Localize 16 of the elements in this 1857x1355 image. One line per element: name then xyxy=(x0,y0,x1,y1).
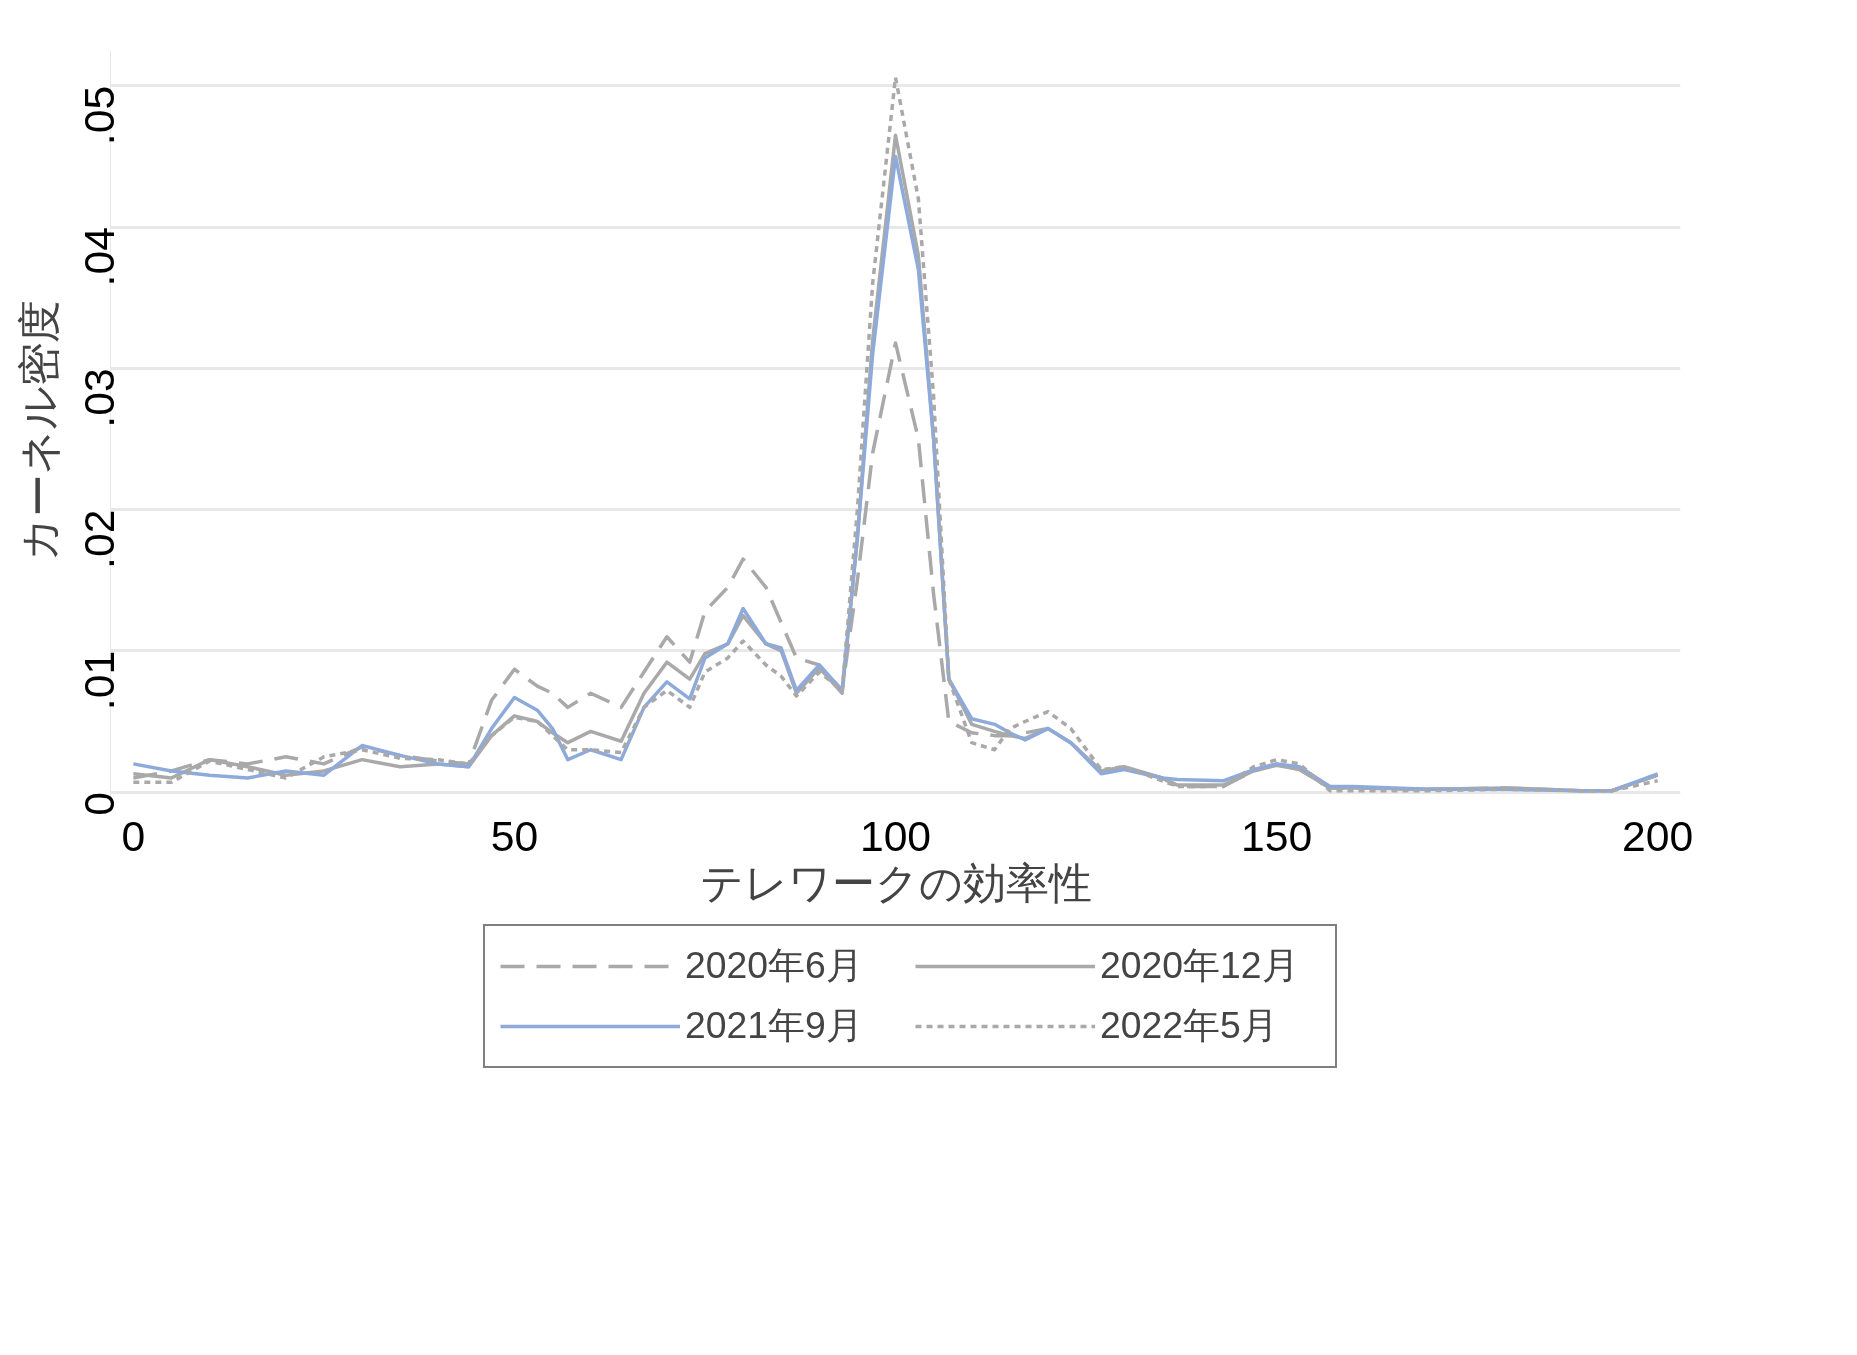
legend-label: 2022年5月 xyxy=(1100,1003,1279,1048)
y-tick-label: .04 xyxy=(75,227,123,287)
y-tick-label: .02 xyxy=(75,509,123,569)
y-tick-label: 0 xyxy=(75,792,123,816)
legend-label: 2021年9月 xyxy=(685,1003,864,1048)
y-tick-label: .05 xyxy=(75,85,123,146)
x-tick-label: 100 xyxy=(859,811,932,860)
x-tick-label: 50 xyxy=(490,811,539,860)
x-tick-label: 150 xyxy=(1240,811,1313,860)
x-tick-label: 200 xyxy=(1622,811,1694,860)
legend-label: 2020年12月 xyxy=(1100,943,1300,988)
y-tick-label: .03 xyxy=(75,368,123,428)
y-axis-title: カーネル密度 xyxy=(14,300,63,561)
y-tick-label: .01 xyxy=(75,650,123,711)
x-axis-title: テレワークの効率性 xyxy=(699,858,1092,907)
legend-label: 2020年6月 xyxy=(685,943,864,988)
